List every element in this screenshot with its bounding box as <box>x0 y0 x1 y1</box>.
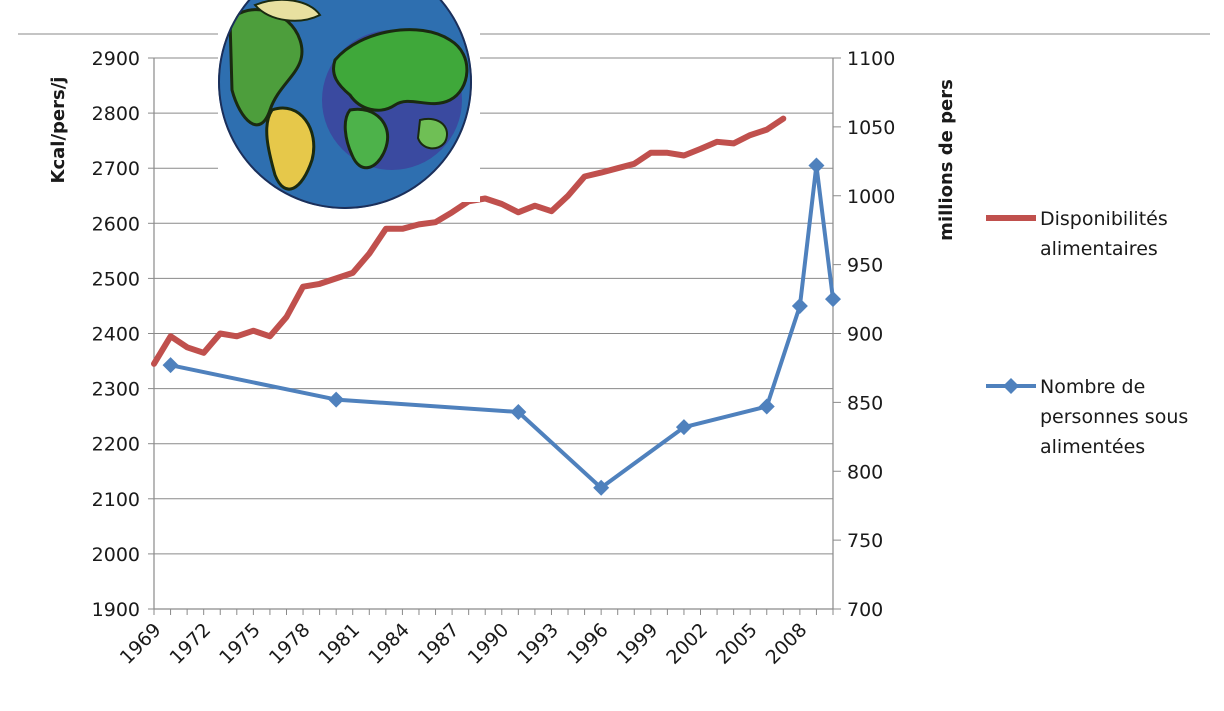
data-point-marker <box>791 297 808 314</box>
y-left-tick-label: 1900 <box>92 599 140 621</box>
x-tick-label: 1993 <box>513 619 563 669</box>
legend-label: Nombre de <box>1040 376 1145 398</box>
y-left-tick-label: 2800 <box>92 103 140 125</box>
x-tick-label: 1990 <box>464 619 514 669</box>
x-tick-label: 1972 <box>165 619 215 669</box>
data-point-marker <box>328 391 345 408</box>
y-right-tick-label: 800 <box>847 461 883 483</box>
y-left-tick-label: 2700 <box>92 158 140 180</box>
x-tick-label: 1969 <box>116 619 166 669</box>
legend-label: alimentées <box>1040 436 1145 458</box>
legend-label: alimentaires <box>1040 238 1158 260</box>
x-tick-label: 1996 <box>563 619 613 669</box>
y-left-tick-label: 2600 <box>92 213 140 235</box>
data-point-marker <box>510 404 527 421</box>
legend-marker <box>1003 378 1019 394</box>
y-left-tick-label: 2100 <box>92 489 140 511</box>
data-point-marker <box>758 398 775 415</box>
y-right-tick-label: 750 <box>847 530 883 552</box>
data-point-marker <box>675 419 692 436</box>
series-1 <box>162 157 841 496</box>
x-tick-label: 2005 <box>712 619 762 669</box>
legend-label: personnes sous <box>1040 406 1188 428</box>
legend-item-1: Nombre de personnes sous alimentées <box>986 376 1188 458</box>
legend-label: Disponibilités <box>1040 208 1168 230</box>
y-right-tick-label: 900 <box>847 324 883 346</box>
axes: 1900 2000 2100 2200 2300 2400 2500 2600 2700 2800… <box>48 48 957 669</box>
x-tick-label: 1984 <box>364 619 414 669</box>
y-left-tick-label: 2900 <box>92 48 140 70</box>
data-point-marker <box>162 357 179 374</box>
data-point-marker <box>825 291 841 308</box>
y-left-tick-label: 2500 <box>92 268 140 290</box>
x-tick-label: 1987 <box>414 619 464 669</box>
y-right-tick-label: 1100 <box>847 48 895 70</box>
y-left-tick-label: 2300 <box>92 379 140 401</box>
x-tick-label: 1978 <box>265 619 315 669</box>
data-point-marker <box>808 157 825 174</box>
x-tick-label: 1975 <box>215 619 265 669</box>
legend: Disponibilités alimentaires Nombre de perso… <box>986 208 1188 458</box>
legend-item-0: Disponibilités alimentaires <box>986 208 1168 260</box>
y-right-axis-title: millions de pers <box>936 79 957 241</box>
y-right-tick-label: 1000 <box>847 186 895 208</box>
x-tick-label: 2008 <box>762 619 812 669</box>
y-right-tick-label: 1050 <box>847 117 895 139</box>
y-left-tick-label: 2200 <box>92 434 140 456</box>
data-point-marker <box>593 479 610 496</box>
y-left-axis-title: Kcal/pers/j <box>48 77 69 184</box>
y-right-tick-label: 950 <box>847 255 883 277</box>
x-tick-label: 1999 <box>613 619 663 669</box>
y-right-tick-label: 850 <box>847 392 883 414</box>
series-line <box>168 163 835 490</box>
x-tick-label: 1981 <box>315 619 365 669</box>
y-right-tick-label: 700 <box>847 599 883 621</box>
x-tick-label: 2002 <box>662 619 712 669</box>
globe-image <box>218 0 480 209</box>
y-left-tick-label: 2000 <box>92 544 140 566</box>
y-left-tick-label: 2400 <box>92 324 140 346</box>
